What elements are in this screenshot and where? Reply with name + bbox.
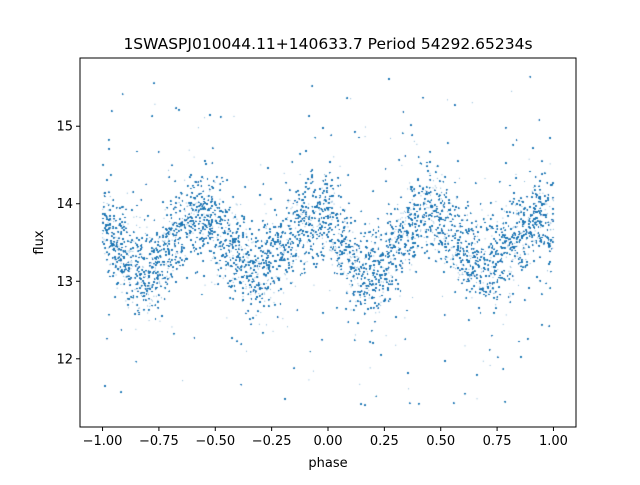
x-tick-label: 1.00 bbox=[539, 434, 568, 449]
y-axis: 12 13 14 15 bbox=[56, 120, 80, 367]
x-tick-label: −0.75 bbox=[139, 434, 179, 449]
x-tick-label: −0.50 bbox=[195, 434, 235, 449]
y-tick-label: 13 bbox=[56, 275, 73, 290]
x-tick-label: 0.75 bbox=[483, 434, 512, 449]
x-tick-label: 0.25 bbox=[370, 434, 399, 449]
x-axis: −1.00 −0.75 −0.50 −0.25 0.00 0.25 0.50 0.75 1.00 bbox=[83, 427, 568, 449]
chart-title: 1SWASPJ010044.11+140633.7 Period 54292.6… bbox=[123, 35, 532, 53]
y-tick-label: 15 bbox=[56, 120, 73, 135]
x-tick-label: 0.50 bbox=[426, 434, 455, 449]
x-tick-label: −0.25 bbox=[252, 434, 292, 449]
x-tick-label: −1.00 bbox=[83, 434, 123, 449]
y-tick-label: 12 bbox=[56, 352, 73, 367]
y-tick-label: 14 bbox=[56, 197, 73, 212]
x-tick-label: 0.00 bbox=[314, 434, 343, 449]
x-axis-label: phase bbox=[308, 456, 347, 471]
y-axis-label: flux bbox=[32, 230, 47, 254]
